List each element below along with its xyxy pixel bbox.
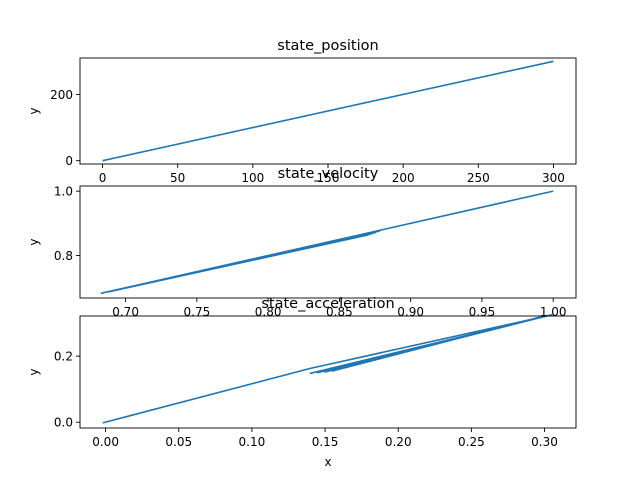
series-line-0 [100,190,554,294]
x-tick-label: 100 [241,171,264,185]
x-tick-label: 0.95 [469,305,496,319]
subplot-title: state_position [277,38,378,54]
subplot-2: 0.00 0.05 0.10 0.15 0.20 0.25 0.30 0.0 0.2 state_… [27,296,577,469]
x-tick-label: 0.85 [326,305,353,319]
y-axis-label: y [27,368,41,375]
x-tick-label: 0.15 [312,435,339,449]
x-tick-label: 200 [392,171,415,185]
x-tick-label: 250 [467,171,490,185]
series-line-0 [102,60,554,162]
x-tick-label: 0.10 [239,435,266,449]
x-tick-label: 0.30 [531,435,558,449]
x-tick-label: 0.05 [165,435,192,449]
subplot-title: state_acceleration [261,296,394,312]
x-tick-label: 0.25 [458,435,485,449]
x-tick-label: 0.90 [397,305,424,319]
x-tick-label: 0.70 [112,305,139,319]
x-tick-label: 0.75 [184,305,211,319]
x-axis-label: x [324,455,331,469]
y-tick-label: 0.2 [54,350,73,364]
y-tick-label: 0.8 [54,249,73,263]
axes-frame [79,315,577,429]
x-tick-label: 0.00 [92,435,119,449]
x-tick-label: 0.20 [385,435,412,449]
y-tick-label: 0 [65,154,73,168]
subplot-title: state_velocity [278,166,379,182]
axes-frame [79,185,577,299]
subplot-1: 0.70 0.75 0.80 0.85 0.90 0.95 1.000.81.0state_… [27,166,577,319]
y-axis-label: y [27,238,41,245]
y-tick-label: 1.0 [54,185,73,199]
x-tick-label: 150 [317,171,340,185]
y-tick-label: 0.0 [54,416,73,430]
x-tick-label: 0.80 [255,305,282,319]
x-tick-label: 50 [170,171,185,185]
y-tick-label: 200 [50,88,73,102]
y-axis-label: y [27,107,41,114]
x-tick-label: 0 [99,171,107,185]
x-tick-label: 300 [542,171,565,185]
series-line-0 [102,314,553,424]
